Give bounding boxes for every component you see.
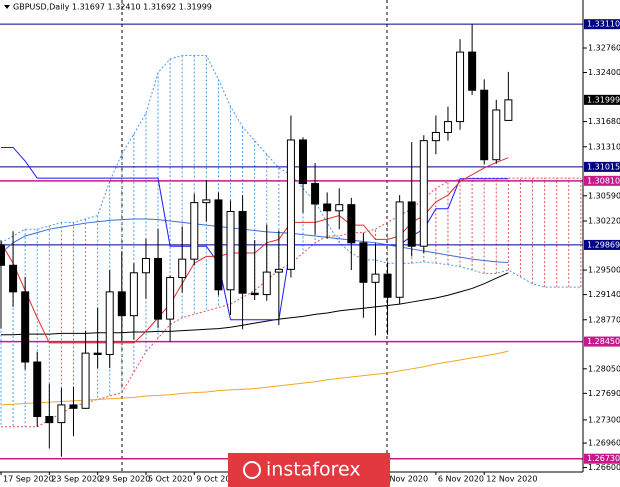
y-tick-label: 1.28050 [588, 364, 620, 373]
y-tick-label: 1.28770 [588, 315, 620, 324]
level-label: 1.29869 [587, 240, 620, 249]
y-tick-label: 1.27690 [588, 389, 620, 398]
x-tick-label: 5 Oct 2020 [148, 475, 192, 484]
candle-body [456, 51, 465, 123]
candle-body [431, 131, 440, 142]
level-label-box [584, 336, 620, 347]
candle-body [383, 273, 392, 298]
candle-body [480, 89, 489, 161]
level-label: 1.31015 [587, 162, 620, 171]
candle-body [45, 415, 54, 424]
level-label: 1.28450 [587, 337, 620, 346]
plot-area [0, 0, 583, 472]
candle-body [202, 199, 211, 204]
candle-body [21, 291, 30, 363]
last-price-label: 1.31999 [587, 95, 620, 104]
candle-body [93, 352, 102, 356]
candle-body [371, 273, 380, 283]
candle-body [190, 202, 199, 260]
candle-body [250, 292, 259, 296]
candle-body [33, 361, 42, 417]
y-tick-label: 1.32400 [588, 68, 620, 77]
level-label: 1.30810 [587, 176, 620, 185]
candle-body [9, 264, 18, 293]
candle-body [166, 277, 175, 320]
level-label-box [584, 175, 620, 186]
y-tick-label: 1.26960 [588, 439, 620, 448]
candle-body [395, 201, 404, 298]
candle-body [238, 210, 247, 294]
candle-body [323, 203, 332, 212]
candle-body [335, 204, 344, 212]
candle-body [0, 244, 5, 266]
x-tick-label: 17 Sep 2020 [3, 475, 54, 484]
candle-body [129, 272, 138, 317]
candle-body [311, 183, 320, 205]
candle-body [178, 258, 187, 279]
x-tick-label: 9 Oct 2020 [196, 475, 240, 484]
watermark-logo [243, 461, 261, 479]
y-tick-label: 1.31680 [588, 117, 620, 126]
candle-body [274, 268, 283, 273]
candle-body [286, 139, 295, 270]
watermark: instaforex [228, 453, 390, 487]
y-tick-label: 1.29140 [588, 290, 620, 299]
candle-body [141, 257, 150, 274]
candle-body [407, 201, 416, 247]
candle-body [154, 257, 163, 320]
y-tick-label: 1.30590 [588, 191, 620, 200]
watermark-text: instaforex [266, 459, 361, 481]
candle-body [69, 404, 78, 409]
candle-body [492, 109, 501, 161]
candle-body [299, 139, 307, 185]
x-tick-label: 6 Nov 2020 [438, 475, 484, 484]
last-price-box [584, 94, 620, 105]
candle-body [359, 242, 368, 283]
candle-body [468, 51, 477, 91]
candle-body [262, 271, 271, 296]
header-icon [4, 5, 10, 9]
candle-body [105, 291, 114, 356]
level-label-box [584, 453, 620, 464]
level-label: 1.26730 [587, 454, 620, 463]
level-label-box [584, 19, 620, 30]
header: GBPUSD,Daily 1.31697 1.32410 1.31692 1.3… [13, 3, 212, 12]
y-tick-label: 1.26600 [588, 463, 620, 472]
candle-body [214, 199, 223, 291]
candle-body [81, 352, 90, 409]
y-tick-label: 1.31310 [588, 142, 620, 151]
x-tick-label: Nov 2020 [390, 475, 429, 484]
watermark-box [228, 453, 390, 487]
x-tick-label: 12 Nov 2020 [486, 475, 537, 484]
level-label: 1.33110 [587, 20, 620, 29]
candle-body [504, 99, 513, 121]
candle-body [57, 404, 66, 424]
y-tick-label: 1.32760 [588, 44, 620, 53]
y-tick-label: 1.30220 [588, 217, 620, 226]
x-tick-label: 23 Sep 2020 [51, 475, 102, 484]
candle-body [226, 210, 235, 291]
x-tick-label: 29 Sep 2020 [100, 475, 151, 484]
candle-body [117, 291, 126, 317]
candle-body [347, 204, 356, 244]
level-label-box [584, 161, 620, 172]
level-label-box [584, 239, 620, 250]
y-tick-label: 1.29500 [588, 266, 620, 275]
candle-body [443, 121, 452, 133]
candle-body [419, 140, 428, 247]
indicator-line [0, 350, 509, 406]
y-tick-label: 1.27300 [588, 415, 620, 424]
